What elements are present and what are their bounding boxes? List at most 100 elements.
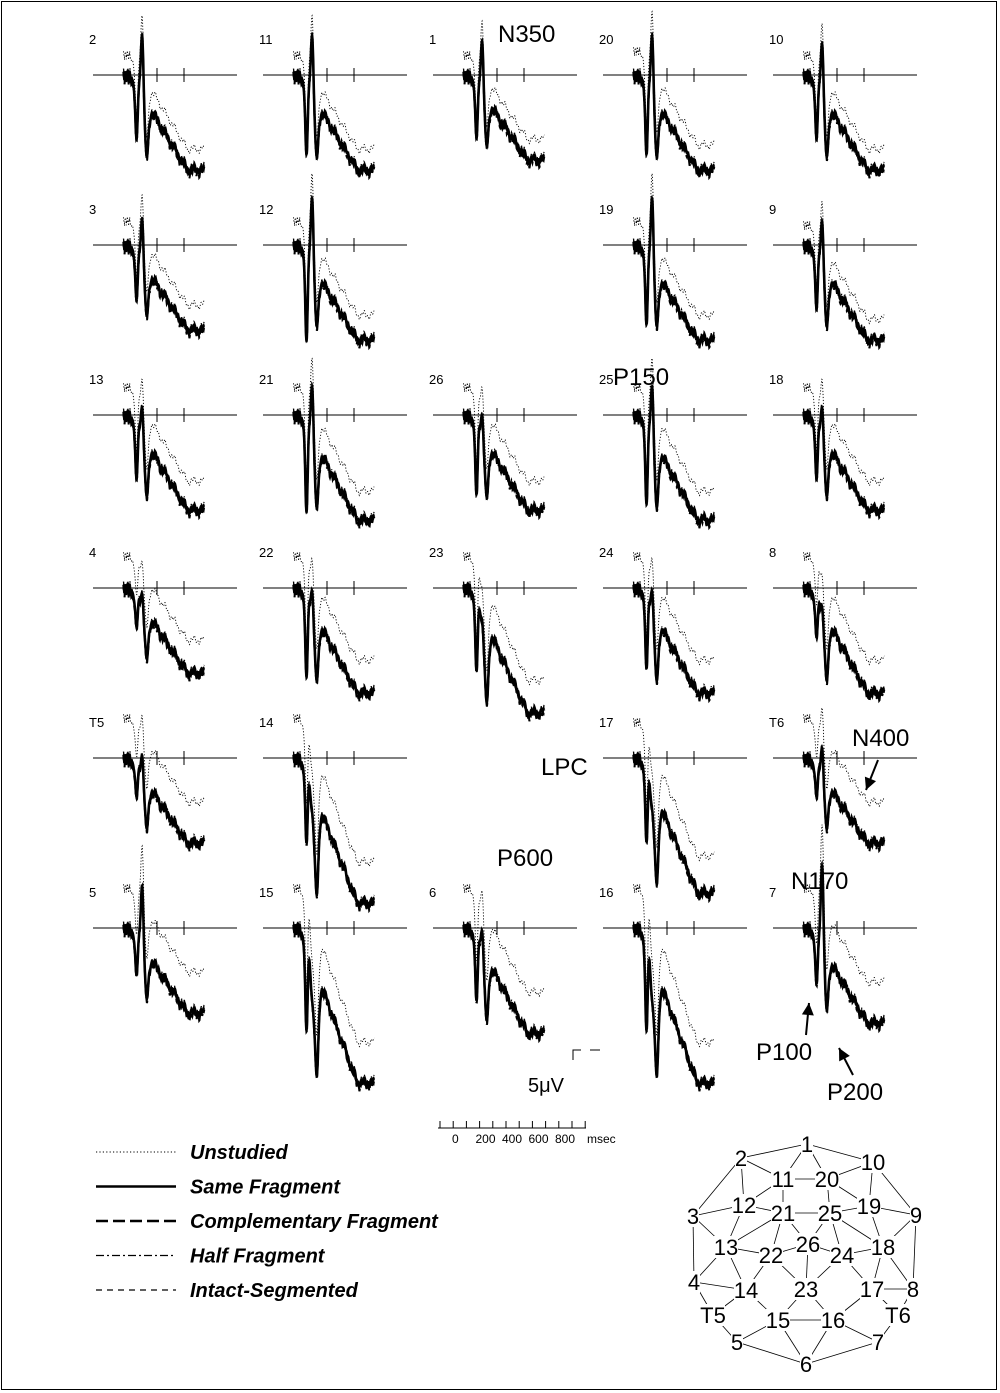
electrode-label: 20 — [599, 32, 613, 47]
montage-label-bg — [818, 1202, 842, 1224]
montage-electrode-label: 3 — [687, 1204, 699, 1229]
series-unstudied — [802, 200, 885, 325]
electrode-label: 1 — [429, 32, 436, 47]
montage-label-bg — [800, 1353, 812, 1375]
montage-electrode-label: 26 — [796, 1232, 820, 1257]
montage-label-bg — [735, 1147, 747, 1169]
waveform-panel: 1 — [429, 19, 577, 171]
series-complementary-fragment — [122, 220, 206, 341]
montage-label-bg — [910, 1204, 922, 1226]
montage-electrode-label: 10 — [861, 1150, 885, 1175]
waveform-panel: 15 — [259, 883, 407, 1094]
waveform-panel: 8 — [769, 545, 917, 704]
series-same-fragment — [292, 31, 376, 177]
time-scale-label: 600 — [529, 1132, 549, 1146]
amplitude-scale-mark — [572, 1049, 581, 1060]
montage-label-bg — [759, 1244, 783, 1266]
time-scale-label: 400 — [502, 1132, 522, 1146]
electrode-label: 5 — [89, 885, 96, 900]
montage-edge — [912, 1214, 917, 1290]
electrode-label: 2 — [89, 32, 96, 47]
waveform-panel: 3 — [89, 194, 237, 341]
electrode-label: 12 — [259, 202, 273, 217]
montage-label-bg — [871, 1236, 895, 1258]
series-same-fragment — [462, 37, 546, 167]
waveform-panel: 23 — [429, 545, 577, 724]
waveform-panel: 24 — [599, 545, 747, 704]
series-unstudied — [292, 173, 375, 321]
waveform-panel: 17 — [599, 715, 747, 904]
series-same-fragment — [632, 581, 716, 700]
electrode-label: 9 — [769, 202, 776, 217]
legend-label: Intact-Segmented — [190, 1280, 359, 1302]
electrode-label: 25 — [599, 372, 613, 387]
montage-edge — [805, 1341, 879, 1365]
series-unstudied — [122, 551, 205, 646]
series-same-fragment — [632, 384, 716, 527]
montage-label-bg — [830, 1244, 854, 1266]
series-same-fragment — [632, 921, 716, 1090]
waveform-panel: 14 — [259, 713, 407, 914]
series-complementary-fragment — [632, 586, 716, 704]
waveform-panel: 12 — [259, 173, 407, 351]
waveform-panel: 6 — [429, 883, 577, 1044]
component-label: P150 — [613, 364, 669, 391]
series-same-fragment — [462, 408, 546, 517]
arrow-head — [839, 1048, 850, 1062]
waveform-panel: 11 — [259, 14, 407, 181]
series-half-fragment — [122, 751, 205, 847]
electrode-label: T5 — [89, 715, 104, 730]
electrode-label: 24 — [599, 545, 613, 560]
series-same-fragment — [462, 921, 546, 1040]
waveform-panel: 4 — [89, 545, 237, 684]
montage-electrode-label: 11 — [772, 1167, 795, 1192]
series-unstudied — [462, 551, 545, 686]
series-unstudied — [802, 707, 885, 808]
electrode-label: 4 — [89, 545, 96, 560]
legend-label: Half Fragment — [190, 1246, 326, 1268]
montage-label-bg — [714, 1236, 738, 1258]
electrode-label: 8 — [769, 545, 776, 560]
montage-electrode-label: 22 — [759, 1243, 783, 1268]
waveform-panel: 13 — [89, 372, 237, 521]
component-label: N400 — [852, 725, 909, 752]
montage-label-bg — [815, 1168, 839, 1190]
time-unit-label: msec — [587, 1132, 616, 1146]
time-scale-label: 0 — [452, 1132, 459, 1146]
montage-electrode-label: 25 — [818, 1201, 842, 1226]
series-same-fragment — [292, 581, 376, 700]
waveform-panel: 5 — [89, 844, 237, 1024]
montage-electrode-label: 14 — [734, 1278, 758, 1303]
series-same-fragment — [122, 751, 206, 850]
waveform-panel: 22 — [259, 545, 407, 704]
montage-electrode-label: 24 — [830, 1243, 854, 1268]
series-intact-segmented — [802, 585, 885, 700]
waveform-panel: 25 — [599, 357, 747, 531]
scale-bar: 5μV 0 200 400 600 800 msec — [438, 1049, 616, 1146]
series-complementary-fragment — [802, 586, 886, 704]
electrode-label: 16 — [599, 885, 613, 900]
montage-electrode-label: 9 — [910, 1203, 922, 1228]
component-label: N350 — [498, 21, 555, 48]
waveform-panel: 20 — [599, 10, 747, 181]
series-same-fragment — [632, 31, 716, 177]
montage-electrode-label: 21 — [771, 1201, 795, 1226]
montage-label-bg — [771, 1168, 795, 1190]
legend-label: Unstudied — [190, 1142, 289, 1164]
montage-electrode-label: 8 — [907, 1277, 919, 1302]
series-same-fragment — [802, 745, 886, 850]
electrode-label: 19 — [599, 202, 613, 217]
montage-electrode-label: 6 — [800, 1352, 812, 1377]
montage-electrode-label: 13 — [714, 1235, 738, 1260]
series-unstudied — [802, 551, 885, 666]
waveform-panel: T6 — [769, 707, 917, 854]
montage-label-bg — [766, 1309, 790, 1331]
series-same-fragment — [802, 219, 886, 347]
montage-label-bg — [907, 1278, 919, 1300]
waveform-panel: 21 — [259, 357, 407, 531]
waveform-panel: 7 — [769, 824, 917, 1034]
time-scale-label: 800 — [555, 1132, 575, 1146]
series-same-fragment — [122, 216, 206, 337]
electrode-label: 21 — [259, 372, 273, 387]
electrode-label: 10 — [769, 32, 783, 47]
